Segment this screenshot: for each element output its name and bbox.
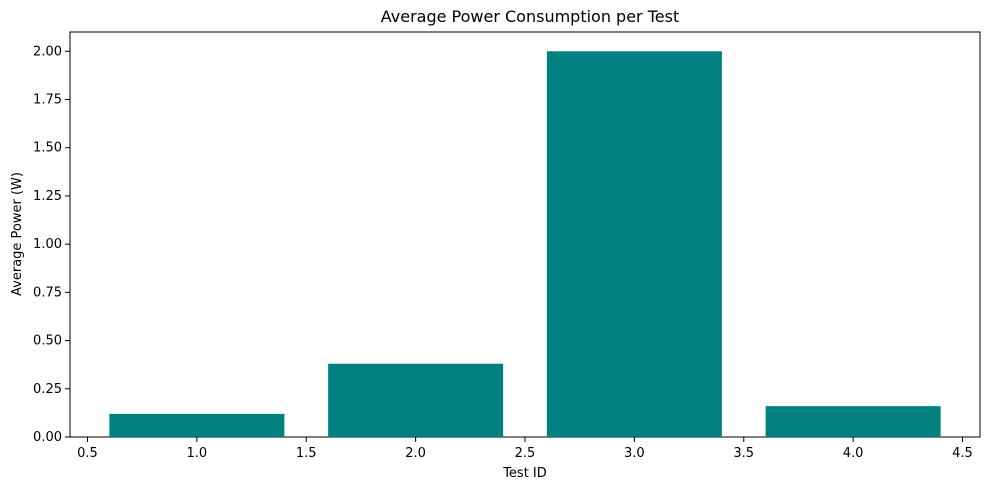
- x-tick-label: 2.5: [515, 446, 536, 461]
- x-tick-label: 1.0: [187, 446, 208, 461]
- x-tick-label: 0.5: [77, 446, 98, 461]
- x-tick-label: 1.5: [296, 446, 317, 461]
- y-tick-label: 1.75: [33, 93, 62, 108]
- x-tick-label: 3.0: [624, 446, 645, 461]
- chart-title: Average Power Consumption per Test: [381, 7, 679, 26]
- y-axis: 0.00 0.25 0.50 0.75 1.00 1.25 1.50 1.75 2.00: [33, 44, 70, 445]
- x-tick-label: 3.5: [733, 446, 754, 461]
- bar-test-3: [546, 51, 722, 438]
- y-tick-label: 1.50: [33, 141, 62, 156]
- y-tick-label: 1.00: [33, 237, 62, 252]
- bar-test-4: [765, 406, 941, 437]
- y-axis-label: Average Power (W): [10, 172, 25, 296]
- y-tick-label: 1.25: [33, 189, 62, 204]
- y-tick-label: 2.00: [33, 44, 62, 59]
- x-tick-label: 4.0: [843, 446, 864, 461]
- y-tick-label: 0.75: [33, 285, 62, 300]
- plot-frame: [69, 31, 981, 438]
- x-tick-label: 2.0: [405, 446, 426, 461]
- bars: [109, 51, 941, 438]
- bar-test-1: [109, 413, 285, 437]
- x-axis: 0.5 1.0 1.5 2.0 2.5 3.0 3.5 4.0 4.5: [77, 437, 973, 461]
- y-tick-label: 0.00: [33, 430, 62, 445]
- bar-test-2: [328, 363, 504, 437]
- y-tick-label: 0.50: [33, 334, 62, 349]
- x-axis-label: Test ID: [502, 466, 547, 481]
- x-tick-label: 4.5: [952, 446, 973, 461]
- plot-area: 0.5 1.0 1.5 2.0 2.5 3.0 3.5 4.0 4.5 0.00 0.25 0.50…: [33, 31, 981, 461]
- y-tick-label: 0.25: [33, 382, 62, 397]
